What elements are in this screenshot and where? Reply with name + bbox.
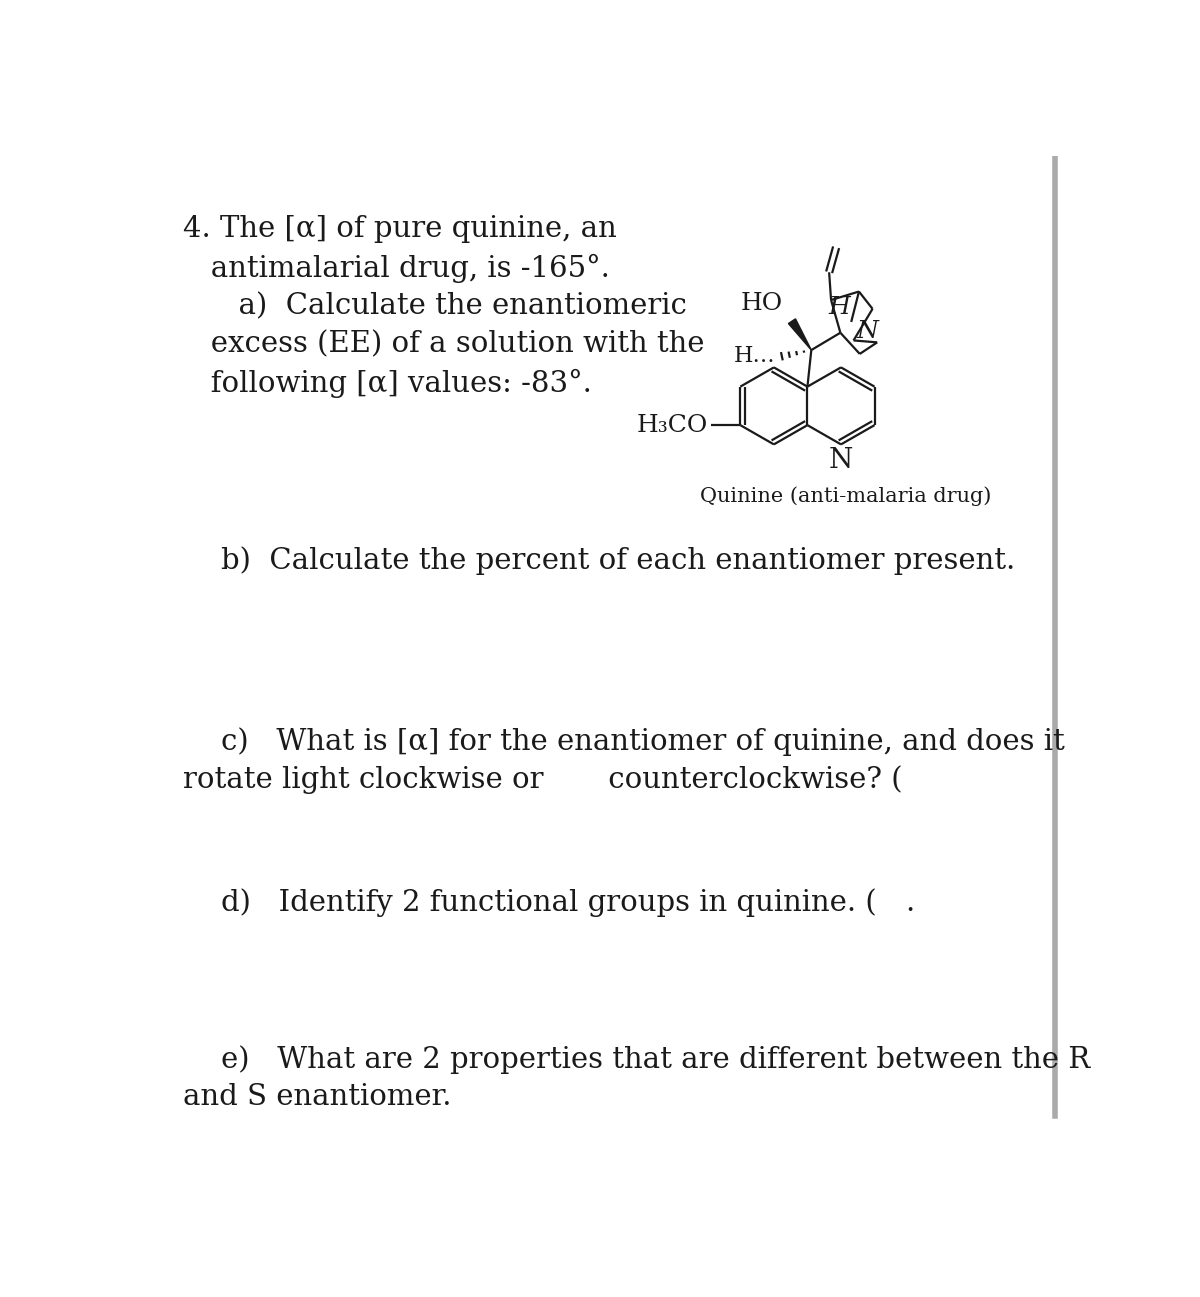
Text: excess (EE) of a solution with the: excess (EE) of a solution with the: [182, 331, 704, 358]
Text: H₃CO: H₃CO: [636, 414, 707, 437]
Text: rotate light clockwise or       counterclockwise? (: rotate light clockwise or counterclockwi…: [182, 765, 931, 794]
Polygon shape: [788, 319, 811, 350]
Text: a)  Calculate the enantiomeric: a) Calculate the enantiomeric: [182, 292, 686, 320]
Text: H…: H…: [734, 345, 775, 367]
Text: N: N: [829, 446, 853, 473]
Text: and S enantiomer.: and S enantiomer.: [182, 1083, 451, 1112]
Text: c)   What is [α] for the enantiomer of quinine, and does it: c) What is [α] for the enantiomer of qui…: [221, 728, 1066, 756]
Text: Quinine (anti-malaria drug): Quinine (anti-malaria drug): [701, 486, 992, 506]
Text: N: N: [857, 319, 878, 342]
Text: 4. The [α] of pure quinine, an: 4. The [α] of pure quinine, an: [182, 215, 617, 243]
Text: following [α] values: -83°.: following [α] values: -83°.: [182, 368, 592, 398]
Text: b)  Calculate the percent of each enantiomer present.: b) Calculate the percent of each enantio…: [221, 546, 1015, 575]
Text: e)   What are 2 properties that are different between the R: e) What are 2 properties that are differ…: [221, 1045, 1091, 1074]
Text: HO: HO: [740, 292, 782, 315]
Text: H: H: [828, 296, 850, 319]
Text: antimalarial drug, is -165°.: antimalarial drug, is -165°.: [182, 253, 610, 283]
Text: d)   Identify 2 functional groups in quinine. (  .: d) Identify 2 functional groups in quini…: [221, 888, 916, 917]
